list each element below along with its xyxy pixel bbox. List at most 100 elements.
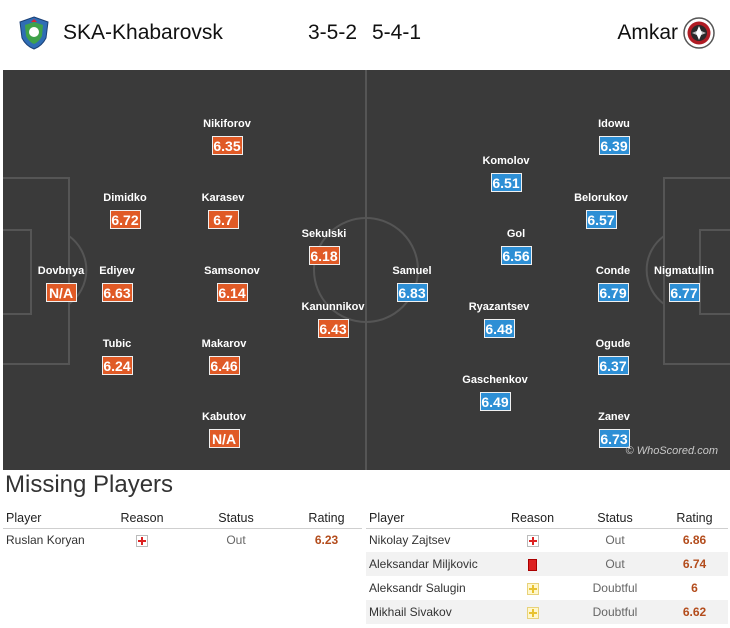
- player-home-ediyev[interactable]: Ediyev 6.63: [77, 264, 157, 303]
- pitch: Dovbnya N/A Dimidko 6.72 Ediyev 6.63 Tub…: [3, 70, 730, 470]
- table-row[interactable]: Aleksandr Salugin Doubtful 6: [366, 576, 728, 600]
- player-name: Samsonov: [204, 265, 260, 277]
- player-away-nigmatullin[interactable]: Nigmatullin 6.77: [644, 264, 724, 303]
- player-rating: 6.83: [396, 283, 428, 302]
- player-name: Karasev: [201, 192, 245, 204]
- player-name: Ogude: [595, 338, 631, 350]
- player-home-kanunnikov[interactable]: Kanunnikov 6.43: [293, 300, 373, 339]
- home-formation: 3-5-2: [308, 21, 358, 44]
- player-rating: 6.57: [585, 210, 617, 229]
- player-rating: 6.63: [101, 283, 133, 302]
- player-home-kabutov[interactable]: Kabutov N/A: [184, 410, 264, 449]
- player-home-dovbnya[interactable]: Dovbnya N/A: [21, 264, 101, 303]
- player-rating: 6.73: [598, 429, 630, 448]
- player-away-samuel[interactable]: Samuel 6.83: [372, 264, 452, 303]
- player-away-conde[interactable]: Conde 6.79: [573, 264, 653, 303]
- table-row[interactable]: Aleksandar Miljkovic Out 6.74: [366, 552, 728, 576]
- player-home-dimidko[interactable]: Dimidko 6.72: [85, 191, 165, 230]
- missing-reason: [496, 600, 569, 624]
- missing-rating: 6.23: [314, 533, 339, 548]
- missing-status: Doubtful: [592, 581, 638, 595]
- player-away-ryazantsev[interactable]: Ryazantsev 6.48: [459, 300, 539, 339]
- player-name: Makarov: [201, 338, 247, 350]
- col-header-reason[interactable]: Reason: [103, 508, 181, 529]
- player-home-makarov[interactable]: Makarov 6.46: [184, 337, 264, 376]
- player-away-belorukov[interactable]: Belorukov 6.57: [561, 191, 641, 230]
- table-header: Player Reason Status Rating: [3, 508, 362, 529]
- player-rating: 6.7: [207, 210, 239, 229]
- col-header-player[interactable]: Player: [366, 508, 496, 529]
- player-name: Belorukov: [574, 192, 628, 204]
- missing-reason: [496, 576, 569, 600]
- missing-rating: 6: [691, 581, 698, 595]
- player-rating: N/A: [45, 283, 77, 302]
- doubtful-icon: [526, 582, 539, 595]
- player-away-gol[interactable]: Gol 6.56: [476, 227, 556, 266]
- away-team-name[interactable]: Amkar: [617, 21, 678, 44]
- match-header: SKA-Khabarovsk 3-5-2 5-4-1 Amkar: [0, 0, 730, 68]
- player-home-tubic[interactable]: Tubic 6.24: [77, 337, 157, 376]
- col-header-status[interactable]: Status: [181, 508, 291, 529]
- col-header-player[interactable]: Player: [3, 508, 103, 529]
- player-away-zanev[interactable]: Zanev 6.73: [574, 410, 654, 449]
- player-rating: 6.56: [500, 246, 532, 265]
- table-row[interactable]: Mikhail Sivakov Doubtful 6.62: [366, 600, 728, 624]
- injury-icon: [136, 535, 148, 548]
- missing-status: Out: [226, 533, 246, 548]
- player-name: Ediyev: [99, 265, 135, 277]
- player-name: Gaschenkov: [462, 374, 528, 386]
- player-rating: 6.79: [597, 283, 629, 302]
- player-rating: 6.35: [211, 136, 243, 155]
- missing-status: Doubtful: [569, 600, 661, 624]
- player-name: Nikiforov: [203, 118, 251, 130]
- amkar-crest-icon[interactable]: [683, 16, 715, 50]
- missing-player-name[interactable]: Aleksandr Salugin: [369, 581, 466, 595]
- missing-status: Out: [569, 552, 661, 576]
- missing-rating: 6.86: [682, 533, 707, 548]
- col-header-status[interactable]: Status: [569, 508, 661, 529]
- col-header-rating[interactable]: Rating: [661, 508, 728, 529]
- away-missing-table: Player Reason Status Rating Nikolay Zajt…: [366, 508, 728, 624]
- missing-reason: [496, 552, 569, 576]
- player-home-karasev[interactable]: Karasev 6.7: [183, 191, 263, 230]
- player-rating: N/A: [208, 429, 240, 448]
- player-name: Samuel: [392, 265, 432, 277]
- whoscored-watermark: © WhoScored.com: [625, 445, 718, 457]
- player-rating: 6.18: [308, 246, 340, 265]
- ska-khabarovsk-crest-icon[interactable]: [18, 16, 50, 50]
- player-name: Dimidko: [103, 192, 147, 204]
- missing-rating: 6.74: [661, 552, 728, 576]
- player-rating: 6.43: [317, 319, 349, 338]
- player-home-sekulski[interactable]: Sekulski 6.18: [284, 227, 364, 266]
- col-header-reason[interactable]: Reason: [496, 508, 569, 529]
- player-rating: 6.39: [598, 136, 630, 155]
- player-home-samsonov[interactable]: Samsonov 6.14: [192, 264, 272, 303]
- player-home-nikiforov[interactable]: Nikiforov 6.35: [187, 117, 267, 156]
- player-name: Dovbnya: [37, 265, 85, 277]
- player-away-ogude[interactable]: Ogude 6.37: [573, 337, 653, 376]
- table-row[interactable]: Ruslan Koryan Out 6.23: [3, 528, 362, 552]
- player-away-idowu[interactable]: Idowu 6.39: [574, 117, 654, 156]
- missing-reason: [496, 528, 569, 552]
- missing-player-name[interactable]: Nikolay Zajtsev: [369, 533, 451, 548]
- player-name: Conde: [595, 265, 631, 277]
- col-header-rating[interactable]: Rating: [291, 508, 362, 529]
- home-team-name[interactable]: SKA-Khabarovsk: [63, 21, 223, 44]
- injury-icon: [526, 535, 539, 548]
- player-away-gaschenkov[interactable]: Gaschenkov 6.49: [455, 373, 535, 412]
- missing-rating: 6.62: [661, 600, 728, 624]
- player-rating: 6.24: [101, 356, 133, 375]
- player-rating: 6.77: [668, 283, 700, 302]
- missing-player-name[interactable]: Mikhail Sivakov: [366, 600, 496, 624]
- missing-player-name[interactable]: Ruslan Koryan: [6, 533, 85, 548]
- player-name: Kabutov: [202, 411, 246, 423]
- player-rating: 6.51: [490, 173, 522, 192]
- player-name: Tubic: [102, 338, 132, 350]
- player-name: Nigmatullin: [654, 265, 714, 277]
- table-row[interactable]: Nikolay Zajtsev Out 6.86: [366, 528, 728, 552]
- missing-player-name[interactable]: Aleksandar Miljkovic: [366, 552, 496, 576]
- player-name: Ryazantsev: [468, 301, 530, 313]
- home-missing-table: Player Reason Status Rating Ruslan Korya…: [3, 508, 362, 552]
- player-name: Zanev: [598, 411, 630, 423]
- player-away-komolov[interactable]: Komolov 6.51: [466, 154, 546, 193]
